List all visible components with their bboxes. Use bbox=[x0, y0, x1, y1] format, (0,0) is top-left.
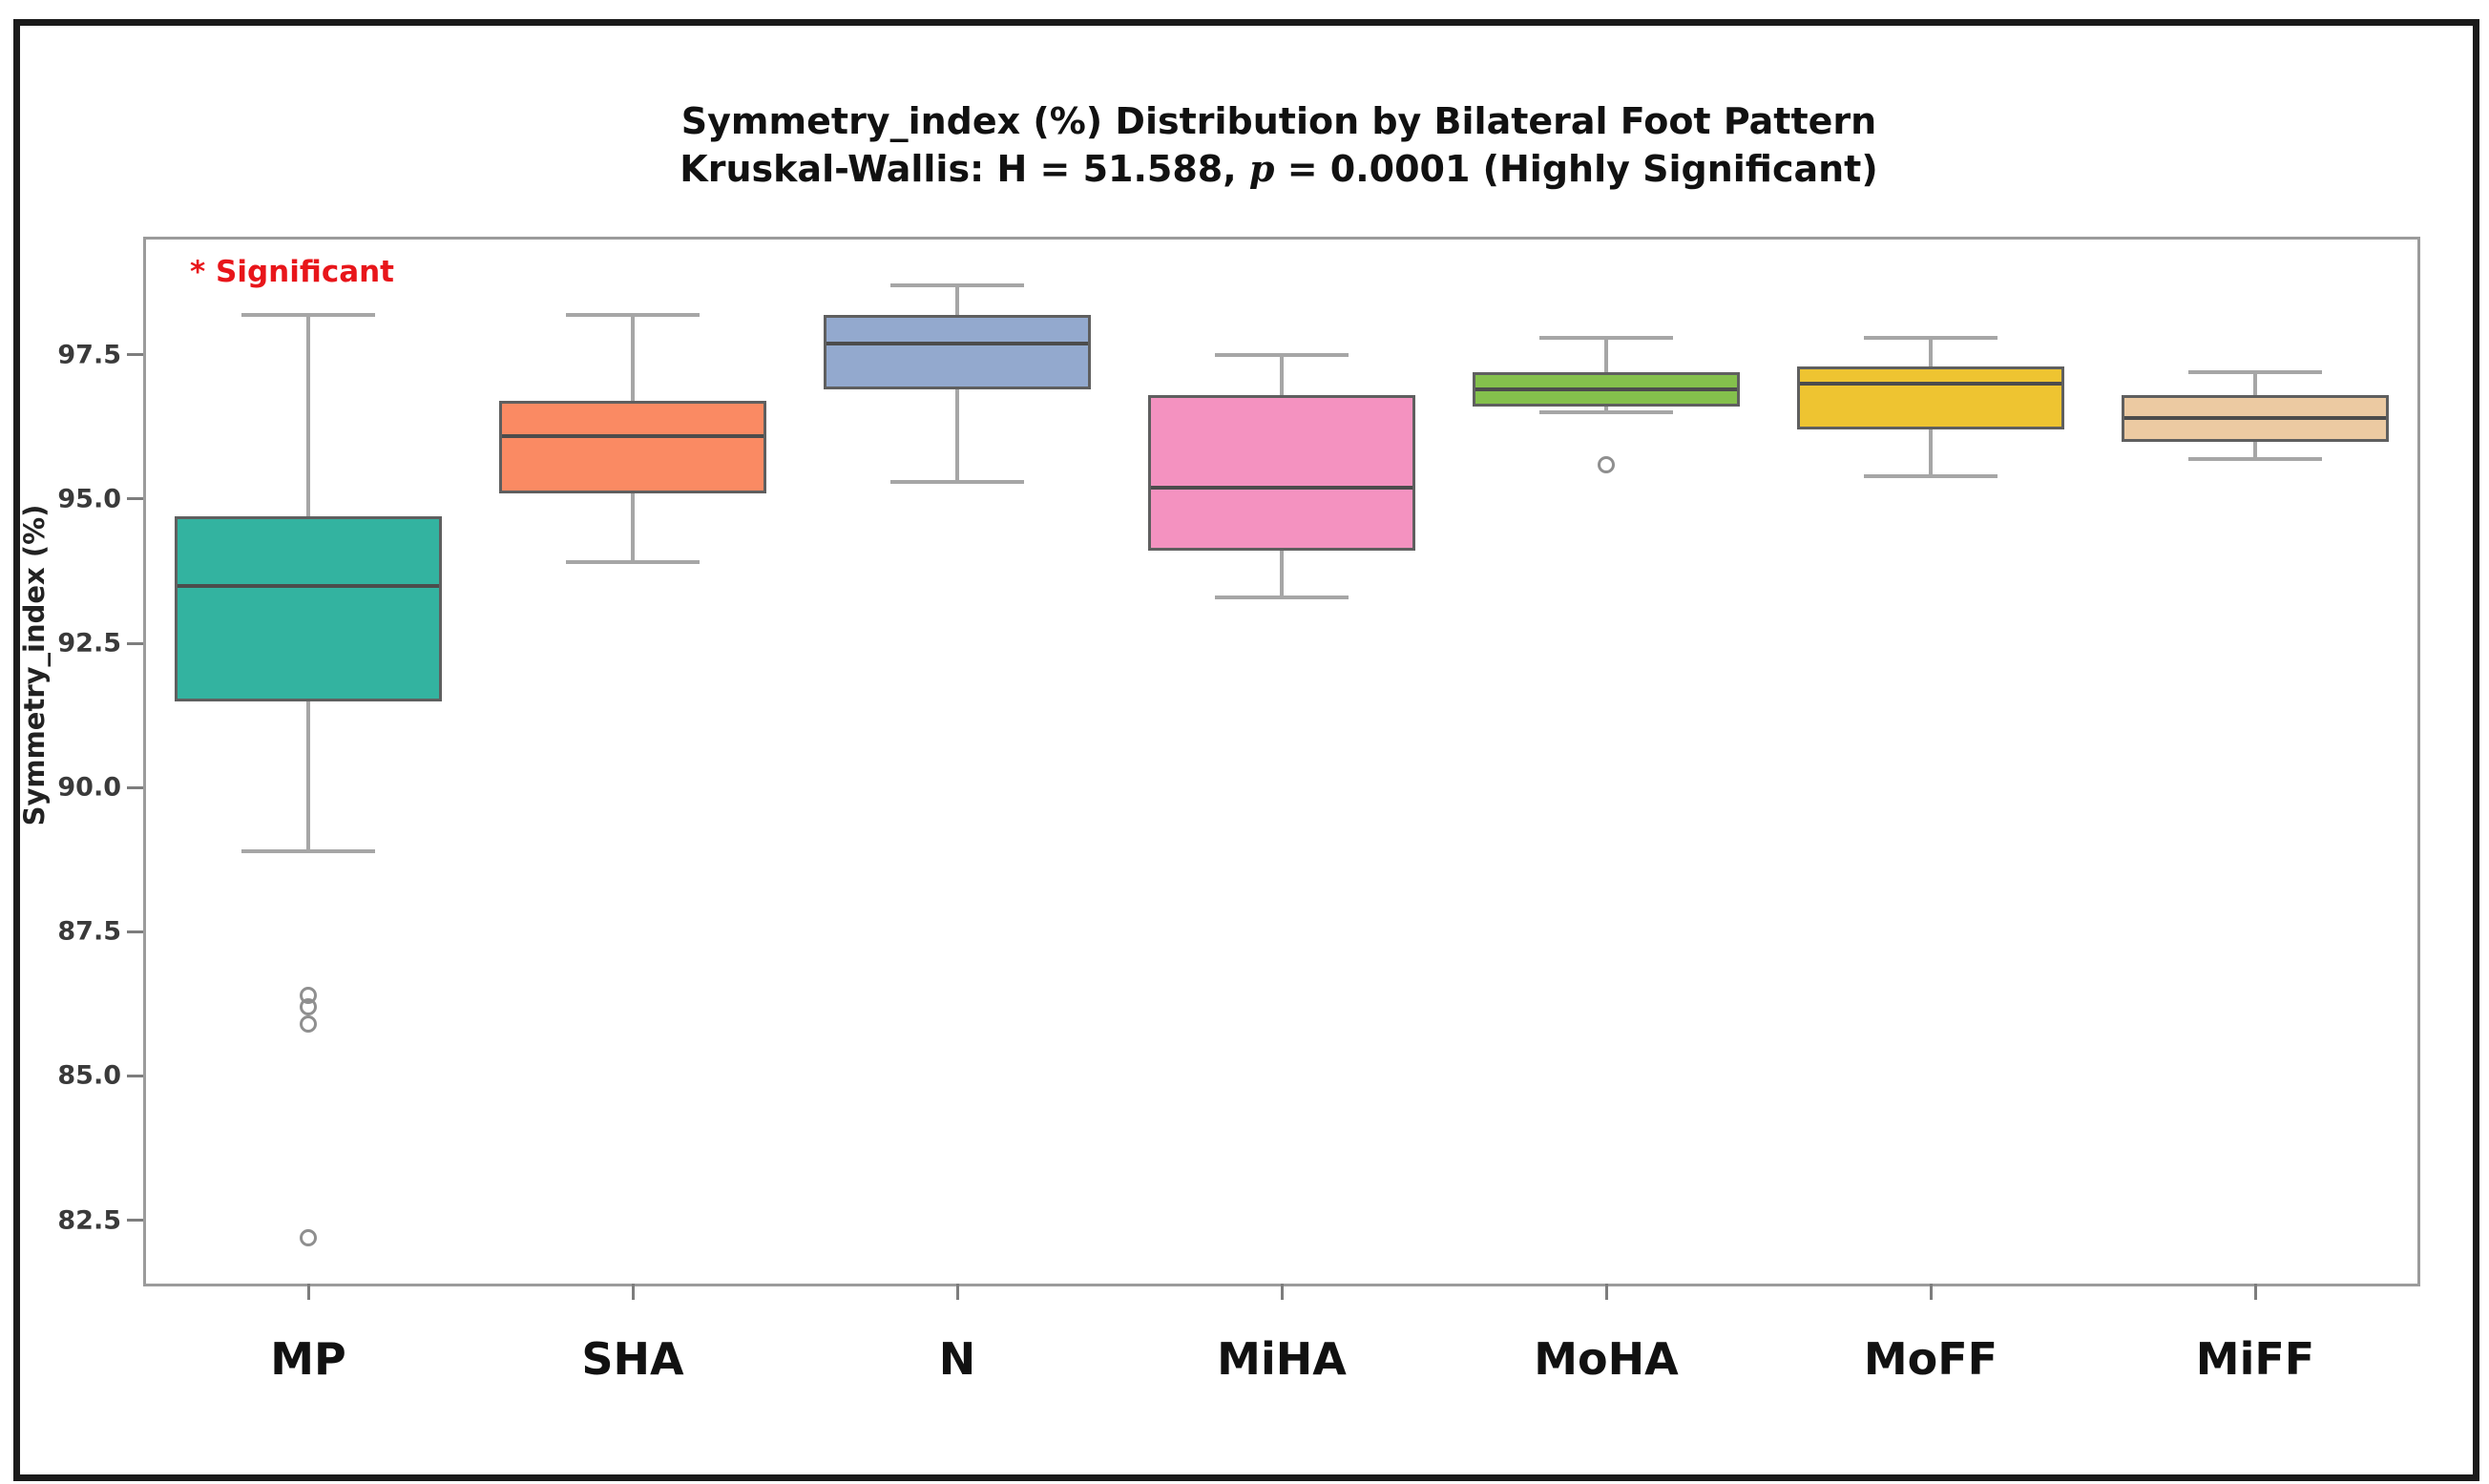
median-N bbox=[826, 341, 1088, 345]
whisker-cap-high-MiFF bbox=[2188, 370, 2322, 375]
x-tick-mark-MiHA bbox=[1280, 1284, 1284, 1300]
x-tick-mark-MoFF bbox=[1929, 1284, 1933, 1300]
box-SHA bbox=[499, 401, 766, 493]
x-tick-mark-SHA bbox=[631, 1284, 635, 1300]
y-tick-label: 85.0 bbox=[57, 1060, 121, 1091]
x-tick-label-MoFF: MoFF bbox=[1863, 1333, 1998, 1385]
box-MP bbox=[175, 516, 442, 701]
x-tick-label-MP: MP bbox=[270, 1333, 346, 1385]
y-tick-mark bbox=[127, 785, 143, 789]
whisker-cap-high-SHA bbox=[566, 312, 700, 317]
subtitle-prefix: Kruskal-Wallis: H = 51.588, bbox=[680, 148, 1249, 190]
x-tick-mark-MiFF bbox=[2253, 1284, 2257, 1300]
median-MiHA bbox=[1151, 485, 1412, 490]
y-tick-label: 92.5 bbox=[57, 628, 121, 658]
whisker-cap-high-N bbox=[890, 283, 1024, 288]
y-tick-label: 95.0 bbox=[57, 484, 121, 514]
median-MP bbox=[178, 583, 439, 588]
whisker-cap-high-MiHA bbox=[1215, 352, 1349, 357]
whisker-cap-low-MoHA bbox=[1539, 410, 1673, 415]
outlier-point-MP bbox=[300, 997, 317, 1015]
whisker-cap-low-MiFF bbox=[2188, 456, 2322, 461]
box-N bbox=[824, 314, 1091, 390]
x-tick-label-N: N bbox=[938, 1333, 976, 1385]
whisker-cap-low-SHA bbox=[566, 560, 700, 565]
subtitle-suffix: = 0.0001 (Highly Significant) bbox=[1274, 148, 1878, 190]
median-MiFF bbox=[2124, 416, 2386, 421]
chart-title-block: Symmetry_index (%) Distribution by Bilat… bbox=[143, 97, 2415, 193]
whisker-cap-low-MoFF bbox=[1864, 473, 1997, 478]
x-tick-label-MoHA: MoHA bbox=[1534, 1333, 1679, 1385]
box-MiHA bbox=[1148, 395, 1415, 552]
chart-title: Symmetry_index (%) Distribution by Bilat… bbox=[680, 100, 1877, 142]
y-tick-mark bbox=[127, 497, 143, 501]
y-tick-label: 82.5 bbox=[57, 1205, 121, 1235]
x-tick-label-MiHA: MiHA bbox=[1217, 1333, 1347, 1385]
whisker-cap-high-MoHA bbox=[1539, 335, 1673, 340]
chart-subtitle: Kruskal-Wallis: H = 51.588, p = 0.0001 (… bbox=[143, 145, 2415, 193]
subtitle-p-symbol: p bbox=[1248, 147, 1275, 190]
median-MoHA bbox=[1475, 387, 1737, 392]
y-tick-label: 90.0 bbox=[57, 772, 121, 803]
whisker-cap-low-MiHA bbox=[1215, 595, 1349, 599]
x-tick-label-SHA: SHA bbox=[581, 1333, 684, 1385]
whisker-cap-low-N bbox=[890, 479, 1024, 484]
box-MoFF bbox=[1797, 366, 2064, 430]
y-tick-mark bbox=[127, 353, 143, 357]
x-tick-mark-MP bbox=[306, 1284, 310, 1300]
outlier-point-MP bbox=[300, 1015, 317, 1033]
y-tick-mark bbox=[127, 1074, 143, 1077]
y-tick-mark bbox=[127, 930, 143, 933]
whisker-cap-high-MoFF bbox=[1864, 335, 1997, 340]
y-tick-label: 87.5 bbox=[57, 916, 121, 947]
y-tick-label: 97.5 bbox=[57, 340, 121, 370]
outlier-point-MoHA bbox=[1598, 455, 1615, 473]
x-tick-mark-N bbox=[955, 1284, 959, 1300]
axes: * Significant 97.5 95.0 92.5 90.0 87.5 85.0 82… bbox=[57, 237, 2420, 1385]
median-MoFF bbox=[1800, 382, 2061, 387]
x-tick-mark-MoHA bbox=[1604, 1284, 1608, 1300]
median-SHA bbox=[502, 433, 763, 438]
whisker-cap-low-MP bbox=[241, 848, 375, 853]
outlier-point-MP bbox=[300, 1228, 317, 1246]
whisker-cap-high-MP bbox=[241, 312, 375, 317]
y-tick-mark bbox=[127, 641, 143, 645]
x-tick-label-MiFF: MiFF bbox=[2195, 1333, 2315, 1385]
y-tick-mark bbox=[127, 1219, 143, 1222]
significance-annotation: * Significant bbox=[190, 255, 395, 289]
